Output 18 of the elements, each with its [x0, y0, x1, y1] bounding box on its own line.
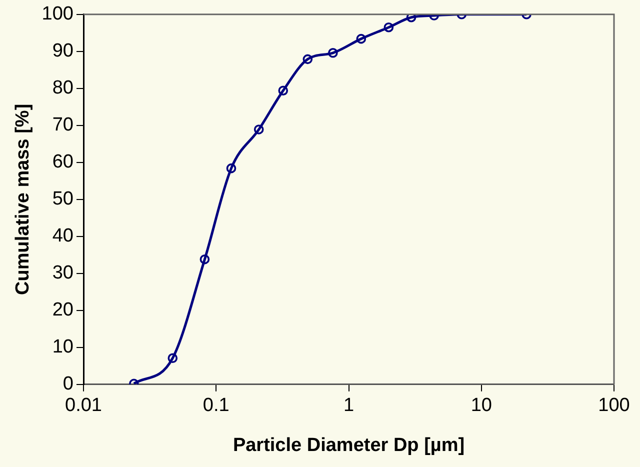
y-tick-label: 80: [52, 78, 74, 99]
x-tick-label: 10: [470, 395, 492, 416]
y-tick-label: 40: [52, 226, 74, 247]
y-tick-label: 30: [52, 262, 74, 284]
x-tick-label: 0.1: [202, 395, 230, 416]
y-tick-label: 90: [52, 40, 74, 62]
x-tick-label: 100: [598, 395, 630, 416]
y-tick-label: 0: [62, 374, 74, 395]
y-axis-title: Cumulative mass [%]: [12, 104, 34, 295]
x-axis-title: Particle Diameter Dp [µm]: [232, 434, 465, 456]
x-tick-label: 0.01: [65, 395, 102, 416]
y-tick-label: 50: [52, 188, 74, 210]
y-tick-label: 60: [52, 152, 74, 173]
y-tick-label: 70: [52, 114, 74, 136]
y-tick-label: 100: [42, 4, 74, 25]
y-tick-label: 10: [52, 336, 74, 358]
x-tick-label: 1: [343, 395, 354, 416]
y-tick-label: 20: [52, 300, 74, 321]
